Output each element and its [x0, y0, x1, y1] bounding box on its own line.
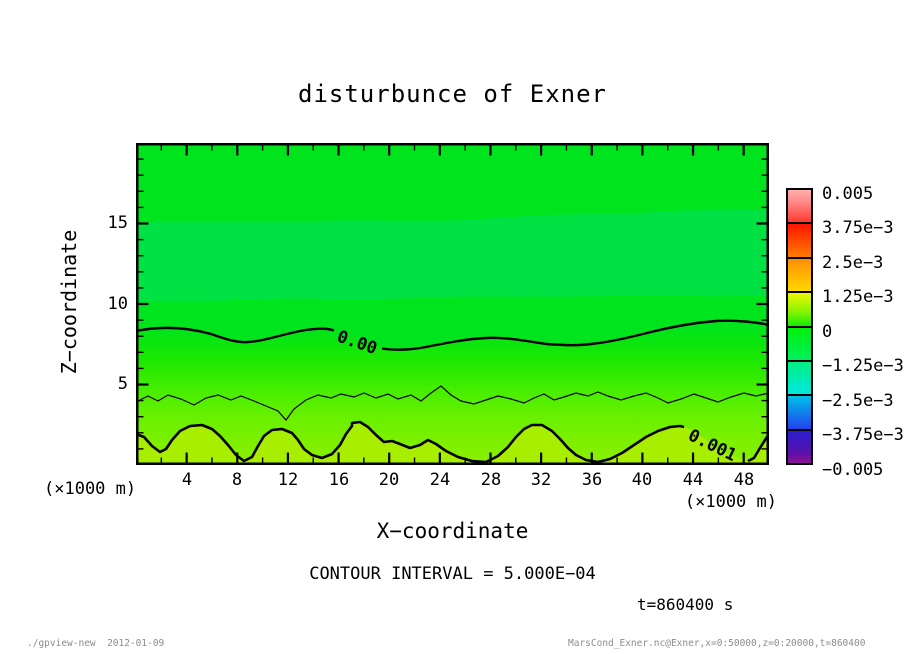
x-axis-unit-label: (×1000 m): [684, 492, 777, 512]
time-annotation: t=860400 s: [637, 595, 734, 614]
colorbar-segment: [788, 327, 811, 362]
colorbar-tick-label: 3.75e−3: [822, 218, 894, 238]
contour-interval-note: CONTOUR INTERVAL = 5.000E−04: [309, 564, 596, 584]
x-tick-label: 28: [480, 470, 502, 490]
colorbar-tick-label: −2.5e−3: [822, 391, 894, 411]
zero-contour-line-right: [381, 319, 770, 351]
colorbar-tick-label: −3.75e−3: [822, 425, 904, 445]
colorbar-tick-label: 2.5e−3: [822, 253, 884, 273]
x-tick-label: 8: [231, 470, 243, 490]
tone-fill-below-zero: [136, 320, 769, 465]
colorbar-tick-label: 1.25e−3: [822, 287, 894, 307]
x-tick-label: 16: [328, 470, 350, 490]
plot-title: disturbunce of Exner: [298, 80, 607, 108]
x-tick-label: 36: [581, 470, 603, 490]
pos1-contour-line-left: [135, 420, 685, 464]
x-tick-label: 40: [631, 470, 653, 490]
x-tick-label: 24: [429, 470, 451, 490]
colorbar-tick-label: 0: [822, 322, 833, 342]
footer-dataset: MarsCond_Exner.nc@Exner,x=0:50000,z=0:20…: [568, 638, 866, 649]
colorbar-segment: [788, 430, 811, 463]
x-tick-label: 48: [733, 470, 755, 490]
x-axis-label: X−coordinate: [376, 519, 529, 543]
plot-area: 0.00 0.001: [135, 143, 771, 466]
zero-contour-line-left: [135, 326, 335, 344]
x-tick-label: 44: [682, 470, 704, 490]
contour-plot-svg: 0.00 0.001: [135, 143, 771, 466]
y-tick-label: 10: [107, 294, 128, 314]
y-tick-label: 5: [117, 374, 128, 394]
colorbar-tick-label: 0.005: [822, 184, 874, 204]
footer-command: ./gpview-new 2012-01-09: [27, 638, 165, 649]
y-axis-unit-label: (×1000 m): [44, 479, 137, 499]
colorbar: [786, 188, 813, 465]
colorbar-segment: [788, 190, 811, 225]
plot-frame: [136, 143, 769, 465]
colorbar-tick-label: −0.005: [822, 460, 884, 480]
colorbar-segment: [788, 258, 811, 294]
x-tick-label: 20: [378, 470, 400, 490]
colorbar-tick-label: −1.25e−3: [822, 356, 904, 376]
pos1-contour-line-right: [747, 433, 771, 463]
colorbar-segment: [788, 293, 811, 328]
thin-contour-line: [135, 385, 770, 421]
x-tick-label: 4: [181, 470, 193, 490]
colorbar-segment: [788, 361, 811, 397]
x-tick-label: 12: [277, 470, 299, 490]
y-axis-label: Z−coordinate: [57, 229, 81, 375]
y-tick-label: 15: [107, 213, 128, 233]
colorbar-segment: [788, 224, 811, 259]
colorbar-segment: [788, 396, 811, 431]
tone-fill-bottom: [136, 422, 769, 465]
tone-band-emerald: [136, 209, 769, 301]
x-tick-label: 32: [530, 470, 552, 490]
